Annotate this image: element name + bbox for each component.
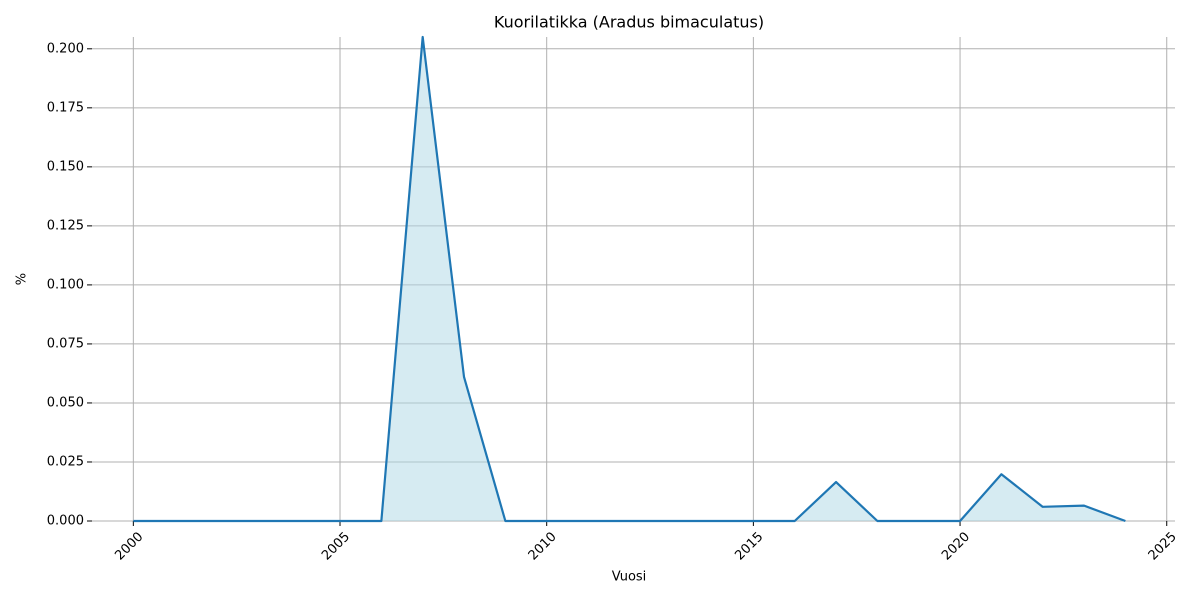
- x-tick-label: 2005: [319, 529, 353, 563]
- y-tick-label: 0.075: [47, 336, 84, 351]
- area: [133, 37, 1126, 521]
- y-tick-label: 0.025: [47, 454, 84, 469]
- x-tick-label: 2000: [112, 529, 146, 563]
- line: [133, 35, 1126, 523]
- y-tick-label: 0.175: [47, 100, 84, 115]
- x-tick-label: 2015: [732, 529, 766, 563]
- x-tick-label: 2010: [526, 529, 560, 563]
- y-tick-label: 0.150: [47, 159, 84, 174]
- y-tick-label: 0.125: [47, 218, 84, 233]
- chart-title: Kuorilatikka (Aradus bimaculatus): [494, 13, 764, 32]
- x-axis-label: Vuosi: [612, 570, 647, 585]
- y-tick-label: 0.200: [47, 41, 84, 56]
- x-tick-label: 2020: [939, 529, 973, 563]
- y-axis-label: %: [15, 273, 30, 285]
- x-tick-label: 2025: [1146, 529, 1180, 563]
- y-tick-label: 0.000: [47, 514, 84, 529]
- y-tick-label: 0.100: [47, 277, 84, 292]
- y-tick-label: 0.050: [47, 395, 84, 410]
